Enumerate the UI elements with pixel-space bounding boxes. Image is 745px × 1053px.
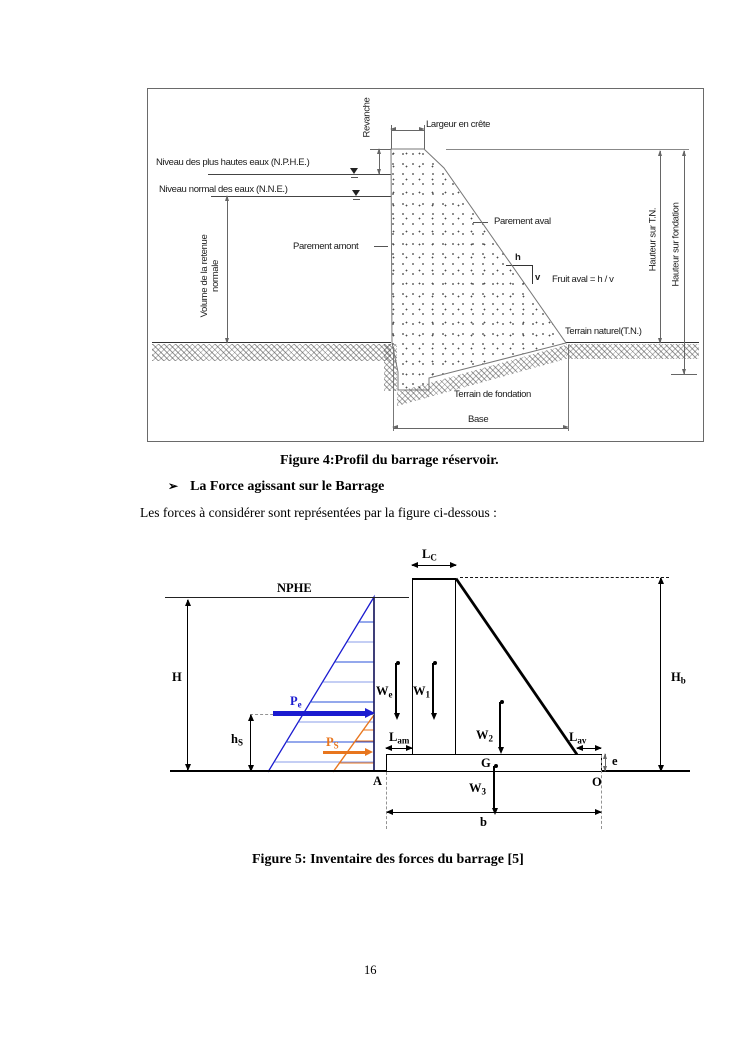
slope-indicator-horizontal bbox=[506, 265, 532, 266]
Pe-pressure-arrow bbox=[273, 708, 375, 718]
parement-aval-label: Parement aval bbox=[494, 216, 551, 227]
hs-dimension bbox=[248, 714, 254, 772]
silt-pressure-hatch bbox=[339, 729, 374, 764]
section-intro-text: Les forces à considérer sont représentée… bbox=[140, 505, 497, 520]
nphe-water-line bbox=[208, 174, 391, 175]
section-heading: ➢ La Force agissant sur le Barrage bbox=[168, 479, 384, 495]
crest-level-dashed-line bbox=[460, 577, 669, 578]
fruit-aval-label: Fruit aval = h / v bbox=[552, 274, 614, 285]
base-label: Base bbox=[468, 414, 489, 425]
b-label: b bbox=[480, 815, 487, 829]
Lam-label: Lam bbox=[389, 730, 410, 746]
Pe-label: Pe bbox=[290, 694, 302, 710]
H-label: H bbox=[172, 670, 182, 684]
water-pressure-hatch bbox=[274, 621, 374, 763]
point-G-label: G bbox=[481, 756, 491, 770]
hs-label: hS bbox=[231, 732, 243, 748]
page-number: 16 bbox=[364, 963, 377, 977]
crest-width-extension-left bbox=[391, 125, 392, 149]
Ps-label: PS bbox=[326, 735, 339, 751]
terrain-hatch-left bbox=[152, 344, 391, 361]
reservoir-volume-label-line1: Volume de la retenue bbox=[199, 234, 210, 318]
H-dimension bbox=[185, 599, 191, 771]
slope-h-label: h bbox=[515, 252, 521, 263]
nne-label: Niveau normal des eaux (N.N.E.) bbox=[159, 184, 288, 195]
dam-crest-right-edge bbox=[455, 578, 456, 755]
base-extension-right bbox=[568, 345, 569, 431]
We-force-arrow bbox=[394, 661, 401, 720]
figure4-dam-profile: Revanche Largeur en crête Niveau des plu… bbox=[147, 88, 704, 442]
water-pressure-triangle bbox=[267, 594, 375, 773]
nne-water-line bbox=[211, 196, 391, 197]
W2-label: W2 bbox=[476, 728, 493, 744]
figure4-caption: Figure 4:Profil du barrage réservoir. bbox=[280, 453, 499, 468]
W3-force-arrow bbox=[492, 764, 499, 815]
Lav-dimension bbox=[576, 745, 602, 752]
crest-width-extension-right bbox=[424, 125, 425, 149]
parement-amont-leader bbox=[374, 246, 388, 247]
slope-indicator-vertical bbox=[532, 265, 533, 284]
Ps-pressure-arrow bbox=[323, 748, 373, 757]
dam-downstream-slope bbox=[454, 577, 579, 756]
e-label: e bbox=[612, 754, 618, 768]
dashed-extension-O bbox=[601, 755, 602, 829]
revanche-dimension bbox=[377, 148, 381, 175]
figure5-caption: Figure 5: Inventaire des forces du barra… bbox=[252, 852, 524, 867]
ground-line-right bbox=[566, 342, 699, 343]
nphe-level-line bbox=[165, 597, 409, 598]
reservoir-volume-dimension bbox=[225, 195, 229, 344]
terrain-naturel-label: Terrain naturel(T.N.) bbox=[565, 326, 642, 337]
W1-force-arrow bbox=[431, 661, 438, 720]
ground-line-left bbox=[152, 342, 391, 343]
base-extension-left bbox=[393, 347, 394, 431]
e-dimension bbox=[603, 753, 607, 772]
reservoir-volume-label: Volume de la retenue normale bbox=[199, 221, 221, 331]
water-level-icon-tick bbox=[351, 177, 358, 178]
foundation-level-tick bbox=[671, 374, 697, 375]
reservoir-volume-label-line2: normale bbox=[210, 260, 221, 292]
crest-width-dimension bbox=[390, 127, 425, 132]
Lc-dimension bbox=[411, 562, 457, 569]
dam-outline-path bbox=[390, 148, 567, 391]
terrain-fondation-label: Terrain de fondation bbox=[454, 389, 531, 400]
parement-aval-leader bbox=[473, 222, 488, 223]
crest-level-line bbox=[446, 149, 689, 150]
crest-width-label: Largeur en crête bbox=[426, 119, 491, 130]
water-level-icon-tick bbox=[353, 199, 360, 200]
figure5-forces-diagram: NPHE H Hb Pe PS hS We W1 W2 W3 LC Lam La… bbox=[165, 545, 695, 845]
Hb-label: Hb bbox=[671, 670, 686, 686]
dam-crest-top bbox=[412, 578, 456, 580]
parement-amont-label: Parement amont bbox=[293, 241, 359, 252]
dam-outline-svg bbox=[390, 148, 567, 391]
height-above-foundation-dimension bbox=[682, 150, 686, 375]
dashed-extension-A bbox=[386, 772, 387, 829]
height-above-tn-dimension bbox=[658, 150, 662, 344]
Lc-label: LC bbox=[422, 547, 437, 563]
slope-v-label: v bbox=[535, 272, 540, 283]
W2-force-arrow bbox=[498, 700, 505, 754]
water-level-icon bbox=[352, 190, 360, 196]
dam-upstream-face bbox=[412, 578, 413, 755]
pressure-diagrams-svg bbox=[267, 577, 579, 773]
W3-label: W3 bbox=[469, 781, 486, 797]
base-width-dimension bbox=[392, 425, 569, 430]
nphe-level-label: NPHE bbox=[277, 581, 312, 595]
We-label: We bbox=[376, 684, 393, 700]
Hb-dimension bbox=[658, 577, 664, 772]
W1-label: W1 bbox=[413, 684, 430, 700]
nphe-label: Niveau des plus hautes eaux (N.P.H.E.) bbox=[156, 157, 310, 168]
hauteur-tn-label: Hauteur sur T.N. bbox=[647, 207, 659, 272]
point-O-label: O bbox=[592, 775, 602, 789]
point-A-label: A bbox=[373, 774, 383, 788]
Lav-label: Lav bbox=[569, 730, 587, 746]
Lam-dimension bbox=[385, 745, 413, 752]
hauteur-fondation-label: Hauteur sur fondation bbox=[670, 202, 682, 287]
revanche-label: Revanche bbox=[361, 97, 373, 138]
section-heading-text: La Force agissant sur le Barrage bbox=[190, 479, 385, 494]
terrain-hatch-right bbox=[566, 344, 699, 359]
arrow-bullet-icon: ➢ bbox=[168, 479, 179, 493]
water-level-icon bbox=[350, 168, 358, 174]
